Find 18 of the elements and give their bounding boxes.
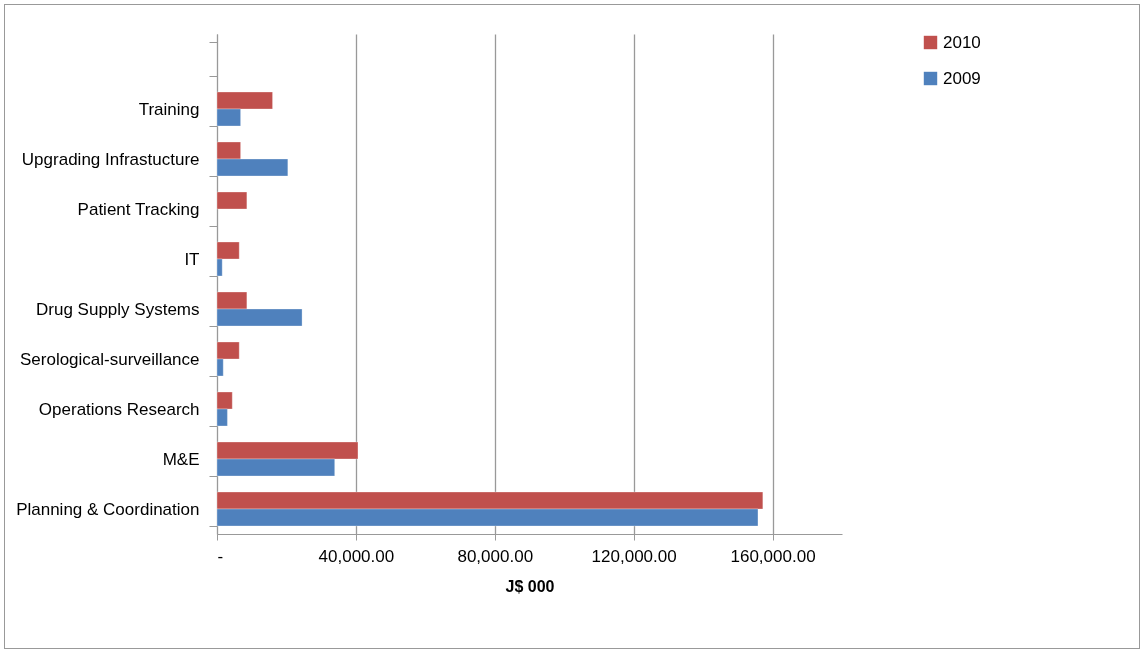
y-tick-label: Training [138,99,200,119]
y-tick-label: Patient Tracking [77,199,200,219]
x-axis-title: J$ 000 [505,577,555,595]
y-tick-label: Operations Research [38,399,200,419]
x-tick-label: - [217,546,224,566]
x-tick-label: 40,000.00 [318,546,395,566]
legend-label: 2010 [943,32,981,52]
y-tick-label: Planning & Coordination [16,499,200,519]
x-tick-label: 120,000.00 [591,546,677,566]
y-tick-label: IT [184,249,200,269]
y-tick-label: Serological-surveillance [19,349,200,369]
y-tick-label: M&E [162,449,200,469]
bar [216,191,248,210]
y-tick-label: Upgrading Infrastucture [21,149,200,169]
legend-label: 2009 [943,68,981,88]
x-tick-label: 80,000.00 [457,546,534,566]
y-tick-label: Drug Supply Systems [36,299,200,319]
x-tick-label: 160,000.00 [730,546,816,566]
